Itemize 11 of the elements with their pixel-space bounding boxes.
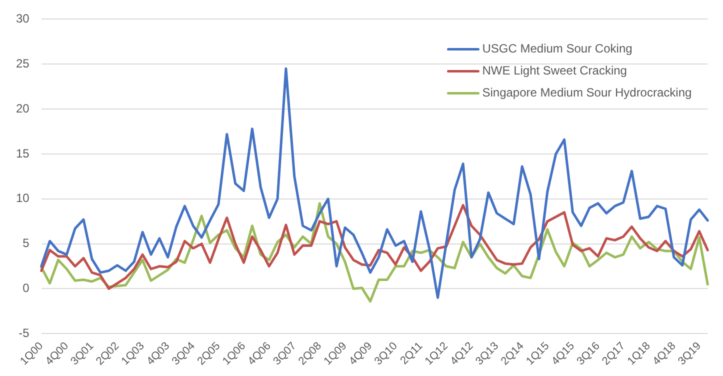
y-tick-label: 5 xyxy=(22,236,30,250)
legend-label: NWE Light Sweet Cracking xyxy=(482,64,627,78)
y-tick-label: 0 xyxy=(22,281,30,296)
y-tick-label: 25 xyxy=(16,56,30,70)
legend-label: USGC Medium Sour Coking xyxy=(482,42,632,56)
y-tick-label: 15 xyxy=(16,146,30,160)
y-tick-label: 30 xyxy=(16,12,30,26)
y-tick-label: 20 xyxy=(16,101,30,116)
y-tick-label: 10 xyxy=(16,191,30,206)
legend-label: Singapore Medium Sour Hydrocracking xyxy=(482,86,692,100)
y-tick-label: -5 xyxy=(18,326,30,340)
